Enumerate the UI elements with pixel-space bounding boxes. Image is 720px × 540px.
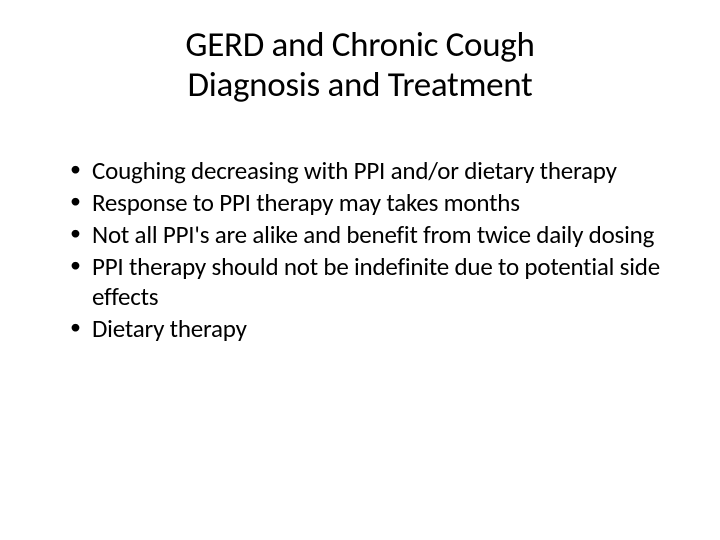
- bullet-text: PPI therapy should not be indefinite due…: [92, 251, 660, 312]
- bullet-text: Response to PPI therapy may takes months: [92, 187, 520, 218]
- title-line-1: GERD and Chronic Cough: [185, 24, 534, 66]
- title-line-2: Diagnosis and Treatment: [188, 64, 533, 106]
- list-item: Coughing decreasing with PPI and/or diet…: [70, 156, 680, 186]
- bullet-text: Coughing decreasing with PPI and/or diet…: [92, 155, 617, 186]
- bullet-text: Dietary therapy: [92, 313, 247, 344]
- slide-title: GERD and Chronic Cough Diagnosis and Tre…: [40, 25, 680, 106]
- bullet-list: Coughing decreasing with PPI and/or diet…: [40, 156, 680, 344]
- list-item: Response to PPI therapy may takes months: [70, 188, 680, 218]
- list-item: PPI therapy should not be indefinite due…: [70, 252, 680, 312]
- list-item: Dietary therapy: [70, 314, 680, 344]
- slide-container: GERD and Chronic Cough Diagnosis and Tre…: [0, 0, 720, 540]
- list-item: Not all PPI's are alike and benefit from…: [70, 220, 680, 250]
- bullet-text: Not all PPI's are alike and benefit from…: [92, 219, 654, 250]
